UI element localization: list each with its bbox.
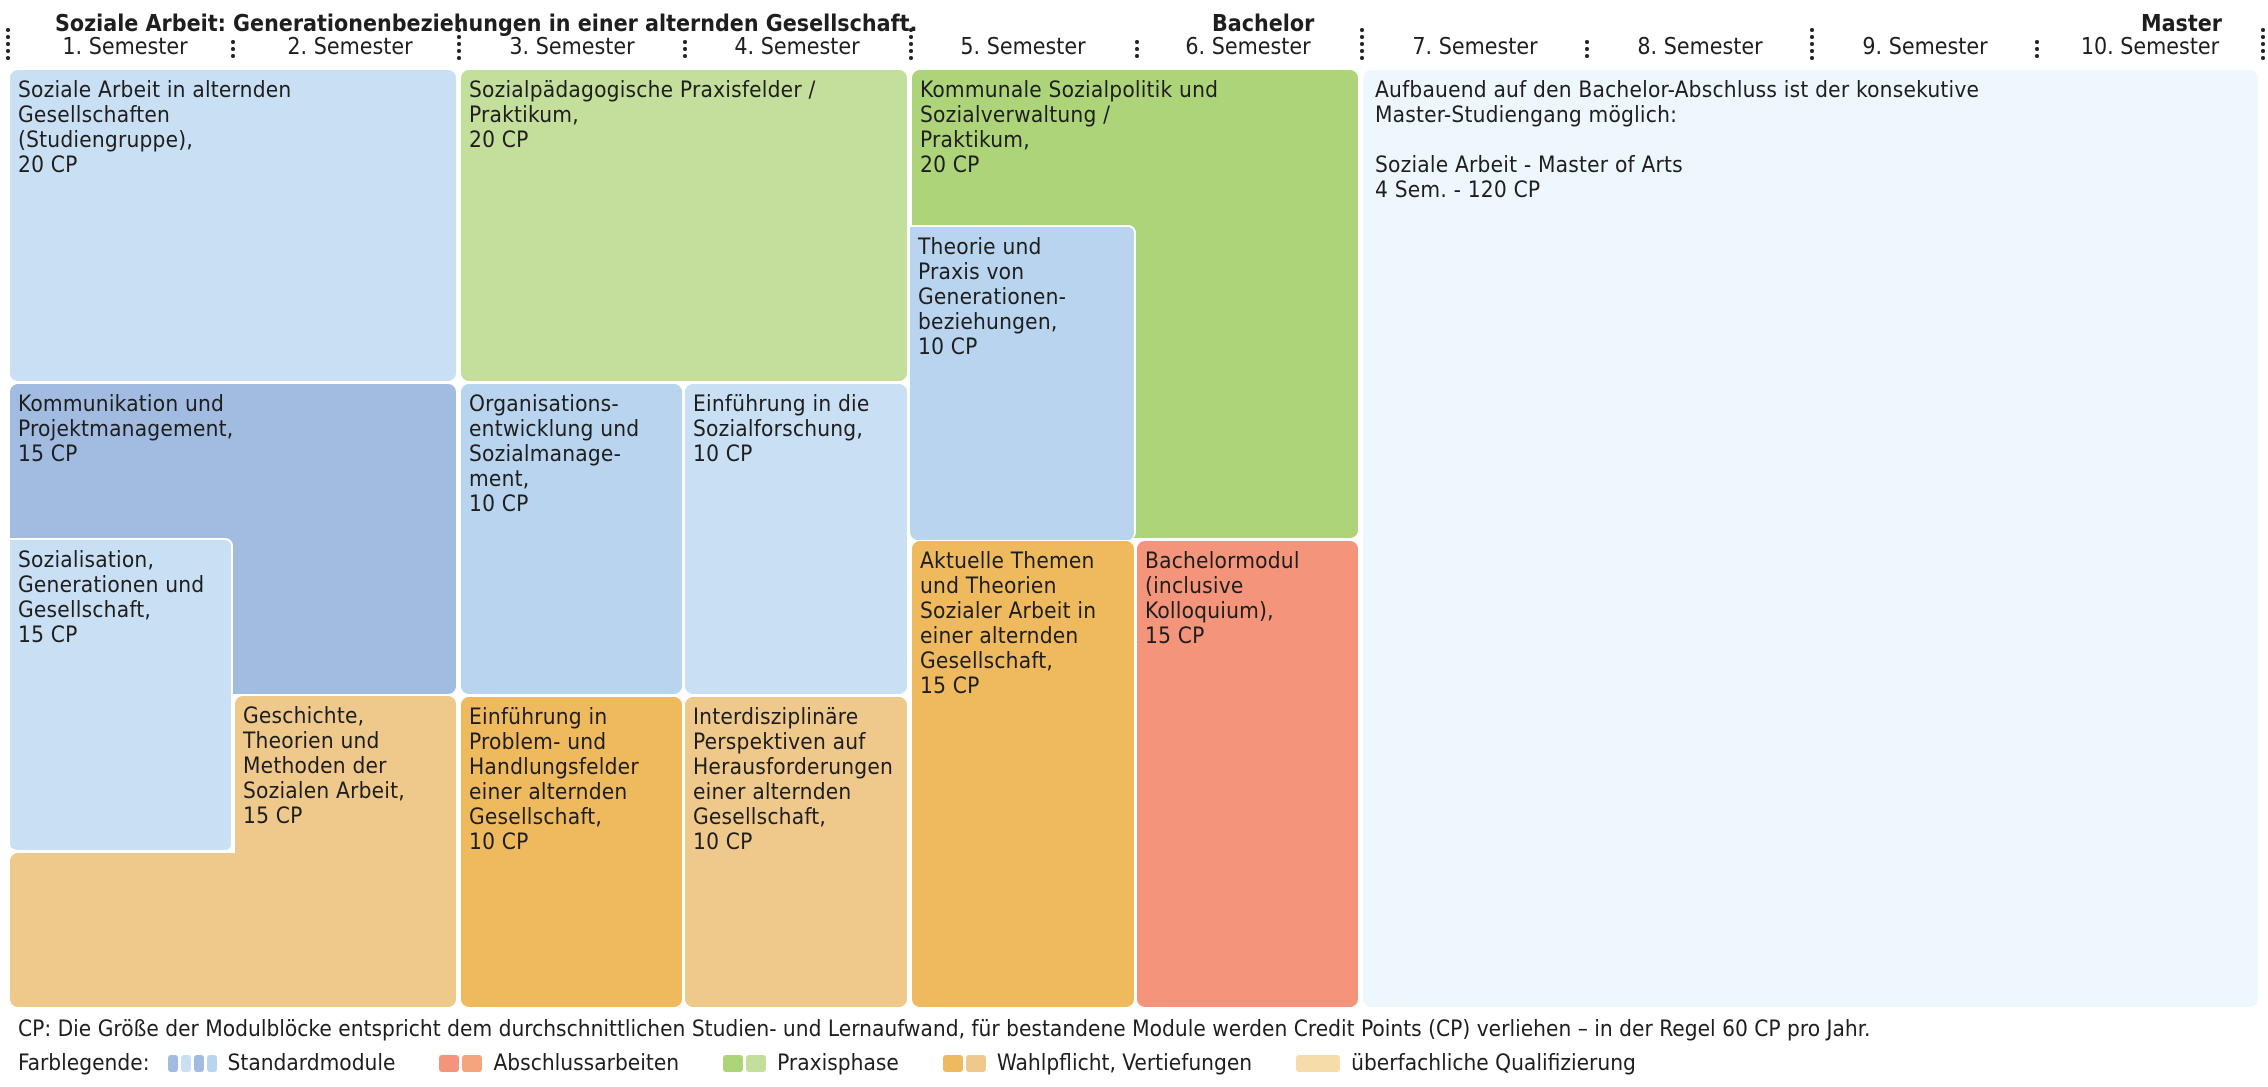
legend-swatch [193, 1054, 204, 1072]
legend-label: Farblegende: [18, 1050, 150, 1076]
semester-2-label: 2. Semester [287, 34, 413, 60]
semester-10-label: 10. Semester [2080, 34, 2220, 60]
semester-1-label: 1. Semester [62, 34, 188, 60]
legend-swatch [206, 1054, 217, 1072]
color-legend: Farblegende: Standardmodule Abschlussarb… [18, 1050, 1680, 1076]
legend-text: überfachliche Qualifizierung [1351, 1050, 1636, 1076]
semester-6-label: 6. Semester [1185, 34, 1311, 60]
semester-separator [1135, 40, 1139, 61]
semester-separator [2035, 40, 2039, 61]
module-organisation: Organisations- entwicklung und Sozialman… [461, 384, 682, 694]
year-separator [909, 28, 913, 63]
legend-item-ueberfachlich: überfachliche Qualifizierung [1296, 1050, 1636, 1076]
legend-swatch [167, 1054, 178, 1072]
legend-swatch [965, 1054, 986, 1072]
module-theorie-praxis: Theorie und Praxis von Generationen- bez… [910, 225, 1136, 540]
master-info-panel: Aufbauend auf den Bachelor-Abschluss ist… [1363, 70, 2258, 1007]
module-sozialisation: Sozialisation, Generationen und Gesellsc… [10, 538, 233, 852]
legend-text: Abschlussarbeiten [493, 1050, 680, 1076]
legend-swatch [1296, 1054, 1341, 1072]
legend-text: Wahlpflicht, Vertiefungen [996, 1050, 1253, 1076]
module-aktuelle-themen: Aktuelle Themen und Theorien Sozialer Ar… [912, 541, 1134, 1007]
legend-swatch [746, 1054, 767, 1072]
module-sozialforschung: Einführung in die Sozialforschung, 10 CP [685, 384, 907, 694]
semester-7-label: 7. Semester [1412, 34, 1538, 60]
semester-separator [231, 40, 235, 61]
semester-5-label: 5. Semester [960, 34, 1086, 60]
year-separator [457, 28, 461, 63]
year-separator [2261, 28, 2265, 63]
bachelor-label: Bachelor [1212, 11, 1315, 37]
year-separator [1360, 28, 1364, 63]
legend-text: Praxisphase [777, 1050, 899, 1076]
year-separator [6, 28, 10, 63]
year-separator [1810, 28, 1814, 63]
module-bachelormodul: Bachelormodul (inclusive Kolloquium), 15… [1137, 541, 1358, 1007]
master-label: Master [2141, 11, 2223, 37]
module-geschichte: Geschichte, Theorien und Methoden der So… [235, 696, 456, 896]
module-soziale-arbeit-alternd: Soziale Arbeit in alternden Gesellschaft… [10, 70, 456, 381]
legend-item-standardmodule: Standardmodule [167, 1050, 396, 1076]
semester-3-label: 3. Semester [509, 34, 635, 60]
semester-separator [683, 40, 687, 61]
legend-swatch [180, 1054, 191, 1072]
semester-4-label: 4. Semester [734, 34, 860, 60]
legend-swatch [439, 1054, 460, 1072]
footnote: CP: Die Größe der Modulblöcke entspricht… [18, 1016, 1871, 1042]
legend-item-wahlpflicht: Wahlpflicht, Vertiefungen [942, 1050, 1253, 1076]
semester-9-label: 9. Semester [1862, 34, 1988, 60]
program-title: Soziale Arbeit: Generationenbeziehungen … [55, 11, 918, 37]
legend-swatch [942, 1054, 963, 1072]
legend-item-praxisphase: Praxisphase [723, 1050, 899, 1076]
legend-swatch [462, 1054, 483, 1072]
module-sozialpaed-praxis: Sozialpädagogische Praxisfelder / Prakti… [461, 70, 907, 381]
legend-item-abschlussarbeiten: Abschlussarbeiten [439, 1050, 679, 1076]
module-interdisziplinaer: Interdisziplinäre Perspektiven auf Herau… [685, 697, 907, 1007]
module-problem-handlung: Einführung in Problem- und Handlungsfeld… [461, 697, 682, 1007]
legend-swatch [723, 1054, 744, 1072]
legend-text: Standardmodule [227, 1050, 396, 1076]
semester-separator [1585, 40, 1589, 61]
semester-8-label: 8. Semester [1637, 34, 1763, 60]
